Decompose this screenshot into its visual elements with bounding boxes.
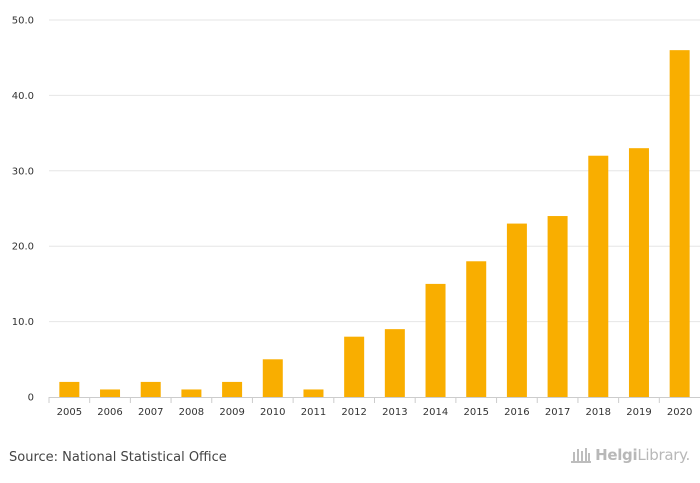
x-tick-label: 2015: [463, 407, 488, 418]
source-note: Source: National Statistical Office: [9, 450, 227, 465]
bar-2017[interactable]: [547, 216, 568, 397]
x-tick-label: 2009: [219, 407, 244, 418]
x-tick-label: 2005: [57, 407, 82, 418]
bar-2018[interactable]: [588, 155, 609, 397]
brand-logo[interactable]: Helgi Library.: [570, 446, 690, 464]
x-tick-label: 2011: [301, 407, 326, 418]
bar-2013[interactable]: [384, 329, 405, 397]
x-tick-label: 2010: [260, 407, 285, 418]
bar-2020[interactable]: [669, 50, 690, 397]
x-axis-ticks: 2005 2006 2007 2008 2009 2010 2011 2012 2013 2014…: [48, 397, 692, 418]
x-tick-label: 2014: [423, 407, 448, 418]
x-tick-label: 2018: [586, 407, 611, 418]
x-tick-label: 2017: [545, 407, 570, 418]
y-tick-label: 0: [28, 393, 34, 404]
bar-2019[interactable]: [628, 148, 649, 397]
x-tick-label: 2006: [97, 407, 122, 418]
bar-2005[interactable]: [59, 381, 80, 397]
bar-2008[interactable]: [181, 389, 202, 397]
y-tick-label: 20.0: [12, 242, 34, 253]
x-tick-label: 2012: [341, 407, 366, 418]
bar-2016[interactable]: [506, 223, 527, 397]
bar-2006[interactable]: [100, 389, 121, 397]
bar-2012[interactable]: [344, 336, 365, 397]
bar-2007[interactable]: [140, 381, 161, 397]
x-tick-label: 2016: [504, 407, 529, 418]
x-tick-label: 2020: [667, 407, 692, 418]
y-axis-ticks: 0 10.0 20.0 30.0 40.0 50.0: [12, 16, 34, 404]
bar-2014[interactable]: [425, 283, 446, 397]
x-tick-label: 2013: [382, 407, 407, 418]
library-building-icon: [571, 448, 592, 463]
y-tick-label: 50.0: [12, 16, 34, 27]
x-tick-label: 2008: [179, 407, 204, 418]
bar-2011[interactable]: [303, 389, 324, 397]
x-tick-label: 2019: [626, 407, 651, 418]
bar-2010[interactable]: [262, 359, 283, 397]
y-tick-label: 40.0: [12, 91, 34, 102]
bar-2009[interactable]: [222, 381, 243, 397]
bar-2015[interactable]: [466, 261, 487, 397]
brand-name-part2: Library.: [637, 446, 690, 464]
x-tick-label: 2007: [138, 407, 163, 418]
brand-name-part1: Helgi: [595, 446, 638, 464]
y-tick-label: 30.0: [12, 166, 34, 177]
bars: [59, 50, 690, 397]
y-tick-label: 10.0: [12, 317, 34, 328]
